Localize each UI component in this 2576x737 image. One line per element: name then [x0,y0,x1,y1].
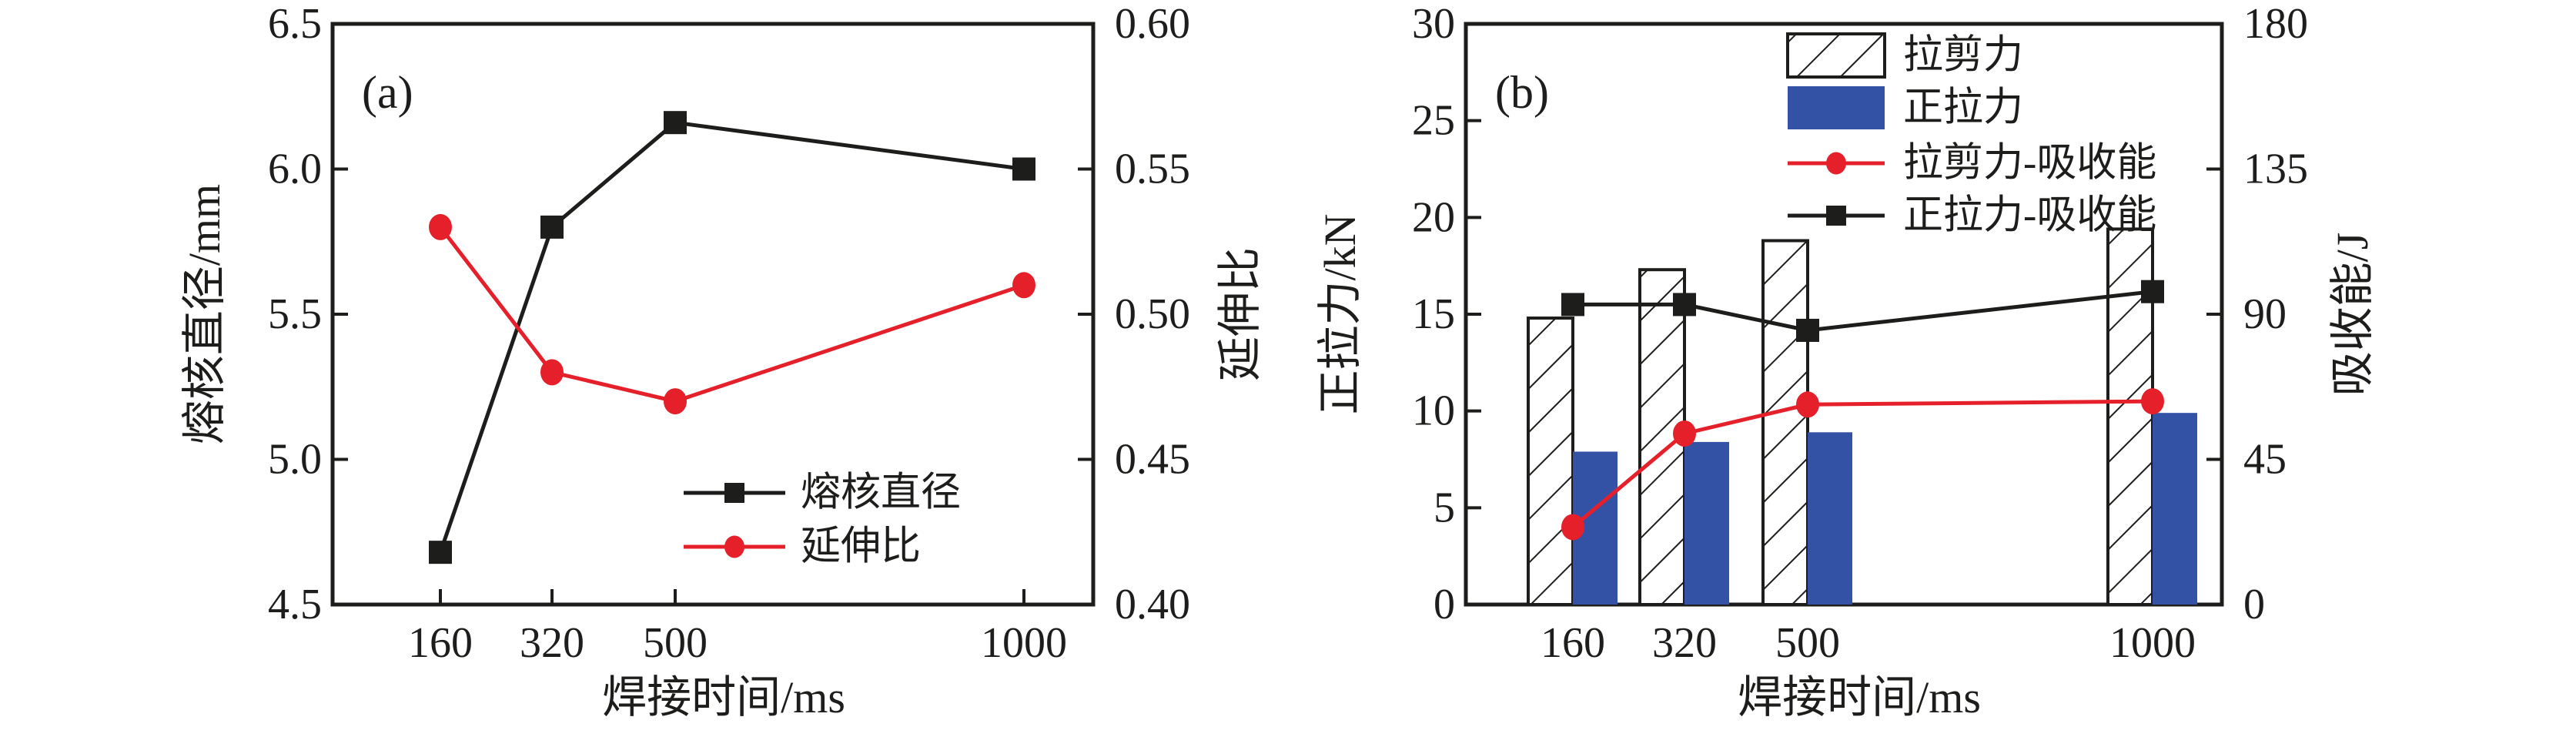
legend-swatch-solid [1788,86,1885,129]
panel-b: 30 25 20 15 10 5 0 180 135 90 45 0 160 320 500 1000 拉剪力正… [1315,0,2377,722]
data-point-circle [1796,391,1819,418]
panel-a-right-axis-title: 延伸比 [1215,247,1265,381]
bar-solid [1684,441,1729,605]
right-axis-tick-label: 45 [2243,436,2287,484]
panel-b-left-axis-title: 正拉力/kN [1315,213,1365,414]
legend-label: 延伸比 [801,525,921,569]
x-axis-tick-label: 500 [1775,619,1840,667]
panel-b-dynamic: 30 25 20 15 10 5 0 180 135 90 45 0 160 320 500 1000 拉剪力正… [1412,0,2308,667]
right-axis-tick-label: 0.50 [1115,290,1190,338]
legend-label: 拉剪力 [1903,34,2023,78]
plot-frame [330,22,1096,607]
data-point-circle [1673,420,1696,447]
data-point-square [1826,206,1846,226]
right-axis-tick-label: 0 [2243,581,2265,628]
series-line [1573,290,2153,333]
right-axis-tick-label: 135 [2243,146,2308,193]
left-axis-tick-label: 20 [1412,193,1455,241]
left-axis-tick-label: 4.5 [268,581,322,628]
data-point-circle [724,535,744,558]
data-point-circle [429,213,452,240]
panel-a: 6.5 6.0 5.5 5.0 4.5 0.60 0.55 0.50 0.45 0.40 160 32… [179,0,1265,722]
legend-label: 正拉力 [1903,86,2023,130]
data-point-square [429,541,452,564]
bar-hatched [1761,239,1809,606]
right-axis-tick-label: 90 [2243,290,2287,338]
data-point-square [2141,280,2164,303]
right-axis-tick-label: 0.45 [1115,436,1190,484]
panel-a-dynamic: 6.5 6.0 5.5 5.0 4.5 0.60 0.55 0.50 0.45 0.40 160 32… [268,0,1190,667]
data-point-square [664,111,687,135]
bar-solid [2153,413,2197,605]
left-axis-tick-label: 10 [1412,387,1455,435]
right-axis-tick-label: 0.60 [1115,0,1190,48]
data-point-circle [540,359,564,386]
panel-b-right-axis-title: 吸收能/J [2327,233,2377,397]
legend-label: 熔核直径 [801,471,961,515]
data-point-circle [1561,514,1584,541]
left-axis-tick-label: 0 [1434,581,1455,628]
x-axis-tick-label: 500 [643,619,708,667]
series-line [438,120,1025,553]
x-axis-tick-label: 160 [408,619,473,667]
x-axis-tick-label: 1000 [981,619,1067,667]
data-point-square [1796,318,1819,342]
data-point-circle [1012,272,1035,299]
left-axis-tick-label: 6.0 [268,146,322,193]
bar-hatched [1527,317,1574,606]
x-axis-tick-label: 1000 [2109,619,2196,667]
data-point-square [1561,293,1584,317]
panel-b-letter: (b) [1495,67,1549,118]
legend-label: 拉剪力-吸收能 [1903,142,2156,186]
data-point-circle [1826,152,1846,175]
panel-b-x-axis-title: 焊接时间/ms [1738,672,1981,722]
series-line [1571,399,2153,529]
legend-label: 正拉力-吸收能 [1903,194,2156,238]
data-point-circle [664,388,687,415]
bar-solid [1808,432,1852,605]
right-axis-tick-label: 180 [2243,0,2308,48]
left-axis-tick-label: 30 [1412,0,1455,48]
left-axis-tick-label: 5.5 [268,290,322,338]
left-axis-tick-label: 15 [1412,290,1455,338]
left-axis-tick-label: 25 [1412,97,1455,145]
panel-a-x-axis-title: 焊接时间/ms [602,672,845,722]
data-point-square [540,215,564,239]
left-axis-tick-label: 6.5 [268,0,322,48]
left-axis-tick-label: 5 [1434,484,1455,531]
left-axis-tick-label: 5.0 [268,436,322,484]
x-axis-tick-label: 160 [1541,619,1605,667]
x-axis-tick-label: 320 [520,619,584,667]
series-line [439,226,1025,404]
data-point-square [1673,293,1696,317]
legend-swatch-hatched [1786,32,1886,79]
x-axis-tick-label: 320 [1652,619,1717,667]
data-point-square [724,483,744,503]
panel-a-left-axis-title: 熔核直径/mm [179,184,229,444]
right-axis-tick-label: 0.40 [1115,581,1190,628]
panel-a-letter: (a) [362,67,413,118]
data-point-square [1012,157,1035,181]
data-point-circle [2141,388,2164,415]
right-axis-tick-label: 0.55 [1115,146,1190,193]
